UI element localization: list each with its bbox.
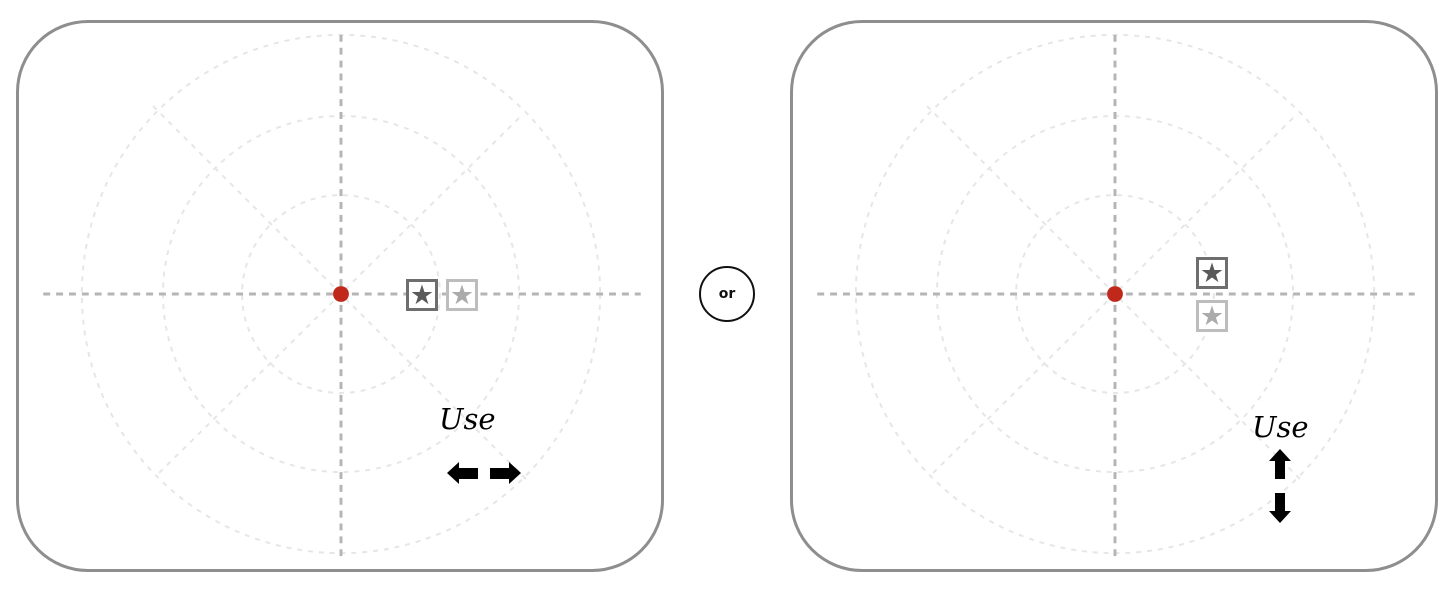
polar-grid (817, 33, 1415, 558)
or-label: or (718, 286, 736, 302)
polar-grid (43, 33, 641, 558)
horizontal-task-panel: ★ ★ Use (16, 20, 664, 572)
target-star-box: ★ (406, 279, 438, 311)
use-instruction-label: Use (1252, 410, 1309, 444)
star-icon: ★ (409, 279, 435, 311)
star-icon: ★ (1199, 300, 1225, 332)
moved-star-box: ★ (1196, 300, 1228, 332)
guide-ring-inner (1015, 194, 1215, 394)
target-star-box: ★ (1196, 257, 1228, 289)
fixation-dot (1107, 286, 1123, 302)
arrow-right-icon (490, 462, 521, 484)
use-instruction-label: Use (439, 402, 496, 436)
or-separator: or (699, 266, 755, 322)
vertical-task-panel: ★ ★ Use (790, 20, 1438, 572)
star-icon: ★ (1199, 257, 1225, 289)
arrow-left-icon (447, 462, 478, 484)
fixation-dot (333, 286, 349, 302)
moved-star-box: ★ (446, 279, 478, 311)
arrow-up-icon (1269, 449, 1291, 479)
star-icon: ★ (449, 279, 475, 311)
guide-ring-inner (241, 194, 441, 394)
arrow-down-icon (1269, 493, 1291, 523)
